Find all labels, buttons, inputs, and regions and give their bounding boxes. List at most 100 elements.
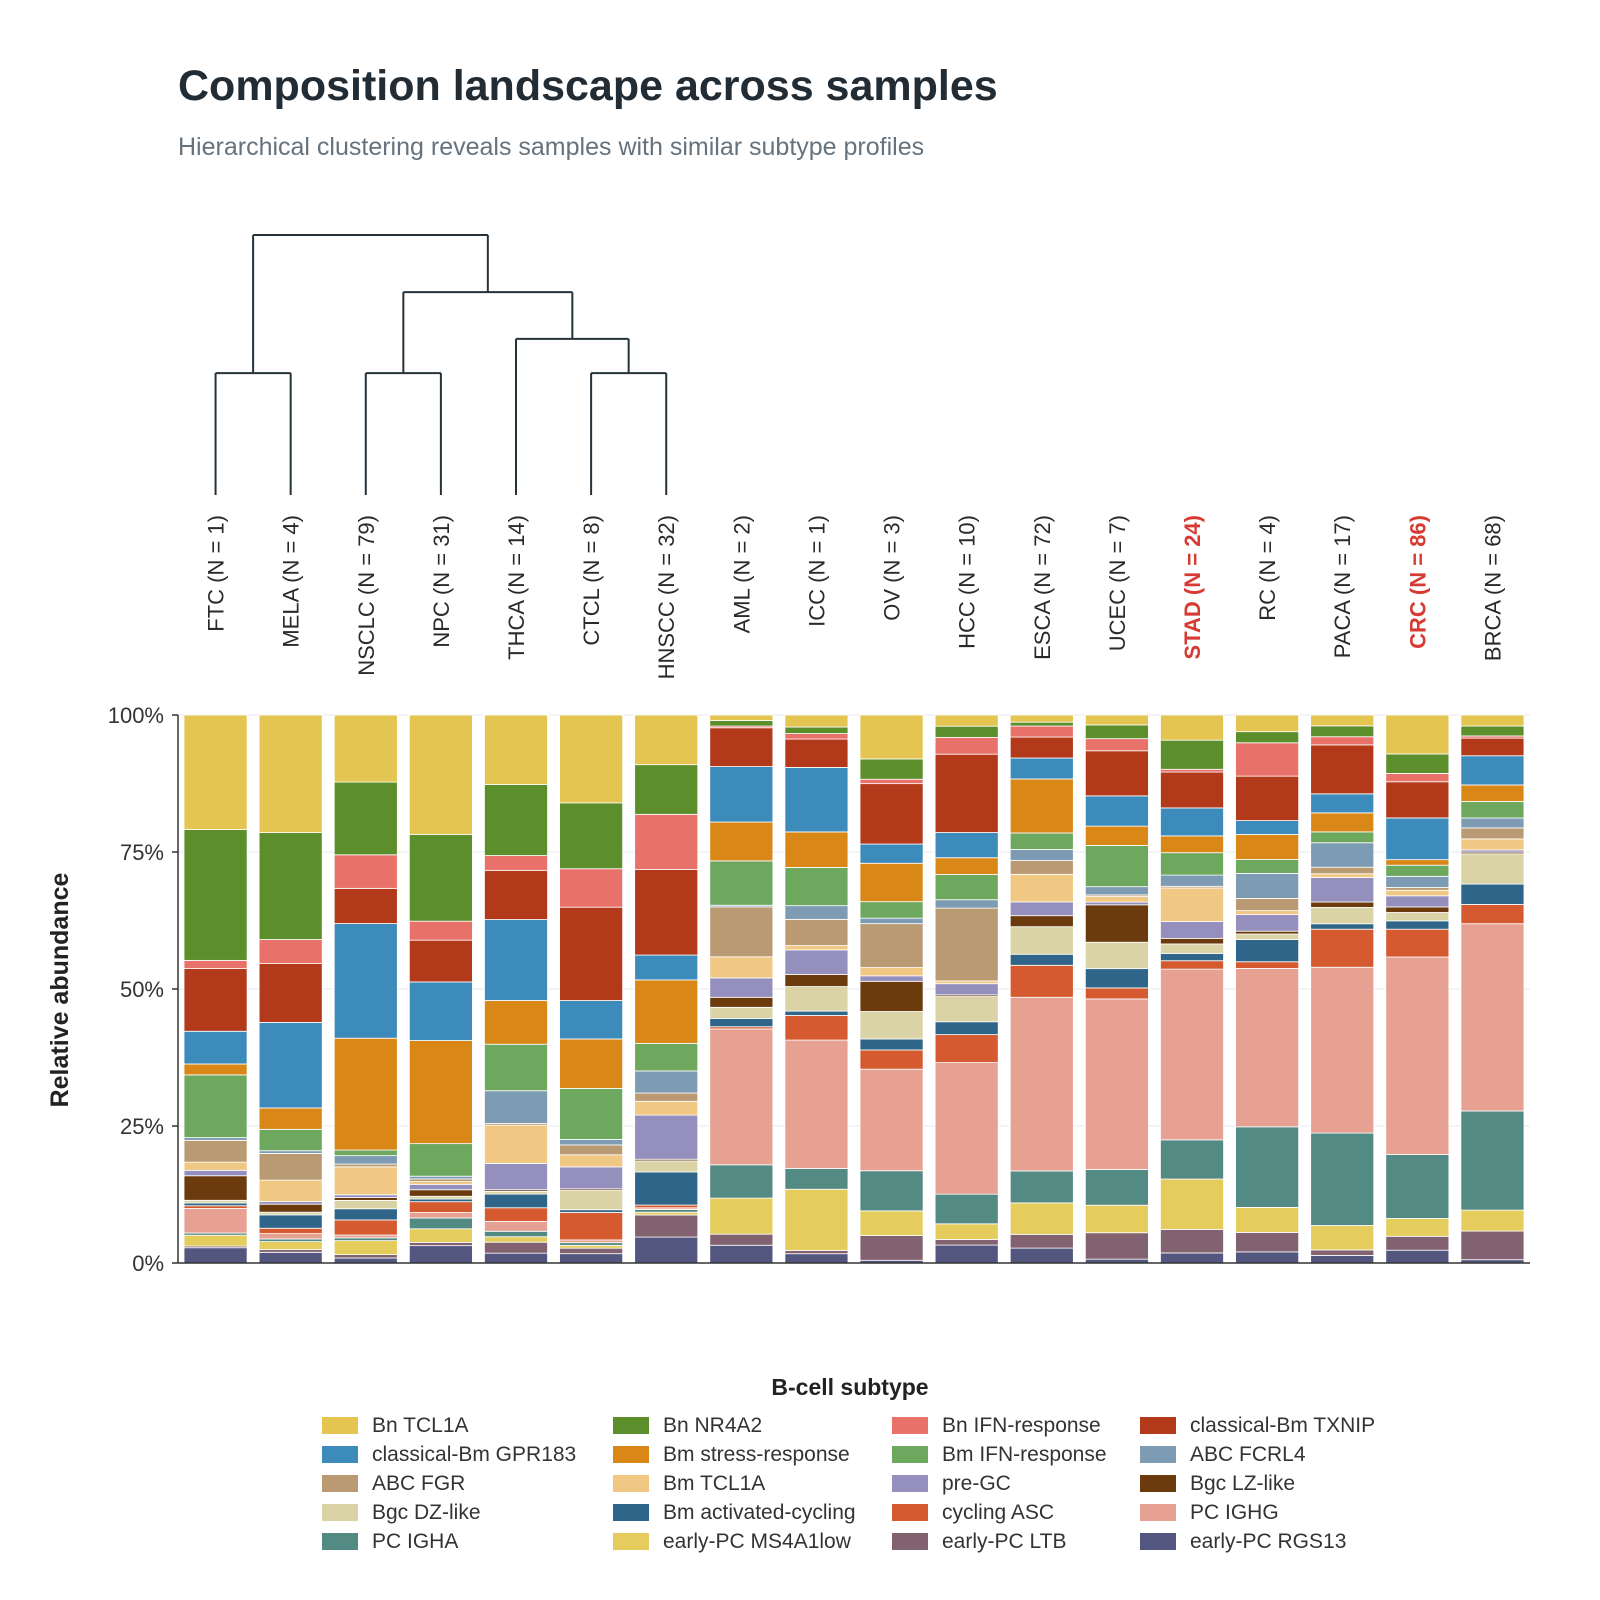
bar-segment-bn-nr4a2 <box>183 829 248 961</box>
bar-segment-pre-gc <box>1235 914 1300 932</box>
bar-segment-pc-ighg <box>784 1039 849 1169</box>
bar-segment-classical-bm-gpr183 <box>1385 817 1450 861</box>
bar-segment-pc-igha <box>1160 1139 1224 1180</box>
bar-segment-bn-tcl1a <box>1460 714 1525 727</box>
legend-label: early-PC MS4A1low <box>663 1530 852 1553</box>
bar-segment-bm-stress-response <box>1235 834 1300 860</box>
legend-swatch <box>1140 1475 1176 1492</box>
legend-item-bn-ifn-response: Bn IFN-response <box>892 1414 1101 1437</box>
legend-swatch <box>892 1533 928 1550</box>
bar-segment-early-pc-ltb <box>1009 1233 1074 1249</box>
bar-segment-bn-ifn-response <box>258 939 323 965</box>
legend-label: early-PC RGS13 <box>1190 1530 1346 1553</box>
bar-segment-pc-igha <box>634 1209 699 1213</box>
bar-segment-cycling-asc <box>559 1212 624 1241</box>
legend-label: ABC FGR <box>372 1472 465 1495</box>
bar-segment-classical-bm-gpr183 <box>934 832 999 859</box>
bar-segment-early-pc-rgs13 <box>709 1244 774 1264</box>
bar-segment-bgc-dz-like <box>1460 853 1525 885</box>
bar-segment-abc-fcrl4 <box>1084 886 1149 896</box>
bar-segment-bm-stress-response <box>709 821 774 862</box>
bar-segment-pc-ighg <box>1385 956 1450 1155</box>
bar-segment-early-pc-ms4a1low <box>1160 1178 1224 1230</box>
bar-segment-pc-ighg <box>934 1062 999 1195</box>
bar-segment-early-pc-ms4a1low <box>183 1234 248 1247</box>
bar-aml <box>709 714 774 1264</box>
bar-segment-classical-bm-txnip <box>1160 771 1224 809</box>
bar-segment-bgc-dz-like <box>258 1211 323 1216</box>
bar-segment-bgc-lz-like <box>1385 906 1450 913</box>
bar-segment-pc-ighg <box>859 1068 924 1172</box>
legend-swatch <box>892 1446 928 1463</box>
bar-segment-pre-gc <box>1310 877 1375 903</box>
bar-segment-classical-bm-txnip <box>1009 736 1074 759</box>
bar-segment-abc-fcrl4 <box>1310 842 1375 868</box>
sample-label-nsclc: NSCLC (N = 79) <box>354 515 379 676</box>
bar-segment-cycling-asc <box>1460 904 1525 925</box>
bar-npc <box>408 714 473 1264</box>
bar-ftc <box>183 714 248 1264</box>
bar-segment-classical-bm-gpr183 <box>333 923 398 1039</box>
legend-label: Bn IFN-response <box>942 1414 1101 1437</box>
bar-segment-pc-igha <box>1235 1126 1300 1208</box>
bar-segment-cycling-asc <box>408 1201 473 1213</box>
bar-segment-pc-igha <box>934 1193 999 1225</box>
legend-swatch <box>322 1417 358 1434</box>
bar-segment-early-pc-ltb <box>1160 1229 1224 1254</box>
bar-segment-pc-igha <box>258 1238 323 1243</box>
bar-segment-abc-fcrl4 <box>784 905 849 920</box>
bar-segment-early-pc-ltb <box>634 1214 699 1238</box>
legend-item-abc-fgr: ABC FGR <box>322 1472 465 1495</box>
y-tick-label: 0% <box>132 1251 164 1276</box>
bar-segment-bm-stress-response <box>1460 784 1525 802</box>
bar-segment-early-pc-ltb <box>258 1249 323 1253</box>
bar-segment-bn-tcl1a <box>634 714 699 766</box>
bar-segment-bm-tcl1a <box>333 1166 398 1196</box>
sample-label-paca: PACA (N = 17) <box>1330 515 1355 658</box>
legend-label: early-PC LTB <box>942 1530 1066 1553</box>
bar-segment-abc-fgr <box>709 906 774 958</box>
bar-segment-bm-tcl1a <box>859 967 924 977</box>
bar-segment-bm-stress-response <box>1084 825 1149 846</box>
bar-segment-classical-bm-gpr183 <box>709 766 774 823</box>
legend-swatch <box>892 1417 928 1434</box>
bar-segment-bn-ifn-response <box>1160 768 1224 773</box>
bar-segment-bn-ifn-response <box>1310 736 1375 746</box>
bar-segment-abc-fgr <box>333 1163 398 1168</box>
bar-segment-bgc-lz-like <box>408 1189 473 1197</box>
bar-segment-bgc-dz-like <box>934 996 999 1023</box>
bar-segment-bn-tcl1a <box>559 714 624 804</box>
bar-segment-abc-fcrl4 <box>634 1070 699 1094</box>
bar-segment-bgc-dz-like <box>333 1199 398 1210</box>
legend-label: PC IGHA <box>372 1530 458 1553</box>
bar-segment-pre-gc <box>634 1114 699 1160</box>
bar-segment-bn-nr4a2 <box>1310 725 1375 738</box>
bar-segment-bn-ifn-response <box>634 813 699 870</box>
sample-label-thca: THCA (N = 14) <box>504 515 529 660</box>
bar-segment-bn-tcl1a <box>333 714 398 783</box>
bar-segment-pc-igha <box>333 1237 398 1242</box>
bar-segment-abc-fgr <box>859 923 924 968</box>
bar-segment-pre-gc <box>258 1201 323 1205</box>
y-tick-label: 100% <box>108 703 164 728</box>
legend: B-cell subtype Bn TCL1A Bn NR4A2 Bn IFN-re… <box>322 1374 1375 1553</box>
bar-segment-abc-fcrl4 <box>484 1090 548 1124</box>
legend-item-bn-nr4a2: Bn NR4A2 <box>613 1414 762 1437</box>
bar-segment-early-pc-ltb <box>333 1254 398 1259</box>
bar-segment-bn-nr4a2 <box>784 726 849 734</box>
bar-segment-classical-bm-txnip <box>484 869 548 920</box>
legend-item-bm-ifn-response: Bm IFN-response <box>892 1443 1107 1466</box>
bar-segment-bgc-lz-like <box>1084 904 1149 943</box>
bar-segment-bm-stress-response <box>934 857 999 875</box>
bar-segment-classical-bm-gpr183 <box>559 1000 624 1040</box>
bar-segment-abc-fgr <box>1235 898 1300 912</box>
bar-segment-pc-igha <box>1460 1110 1525 1211</box>
bar-segment-abc-fcrl4 <box>408 1175 473 1180</box>
legend-item-classical-bm-txnip: classical-Bm TXNIP <box>1140 1414 1375 1437</box>
bar-segment-bm-stress-response <box>258 1107 323 1130</box>
bar-segment-pc-igha <box>709 1164 774 1199</box>
bar-segment-bm-activated-cycling <box>1084 968 1149 989</box>
bar-segment-bm-tcl1a <box>484 1124 548 1164</box>
bar-segment-early-pc-ltb <box>1235 1232 1300 1253</box>
